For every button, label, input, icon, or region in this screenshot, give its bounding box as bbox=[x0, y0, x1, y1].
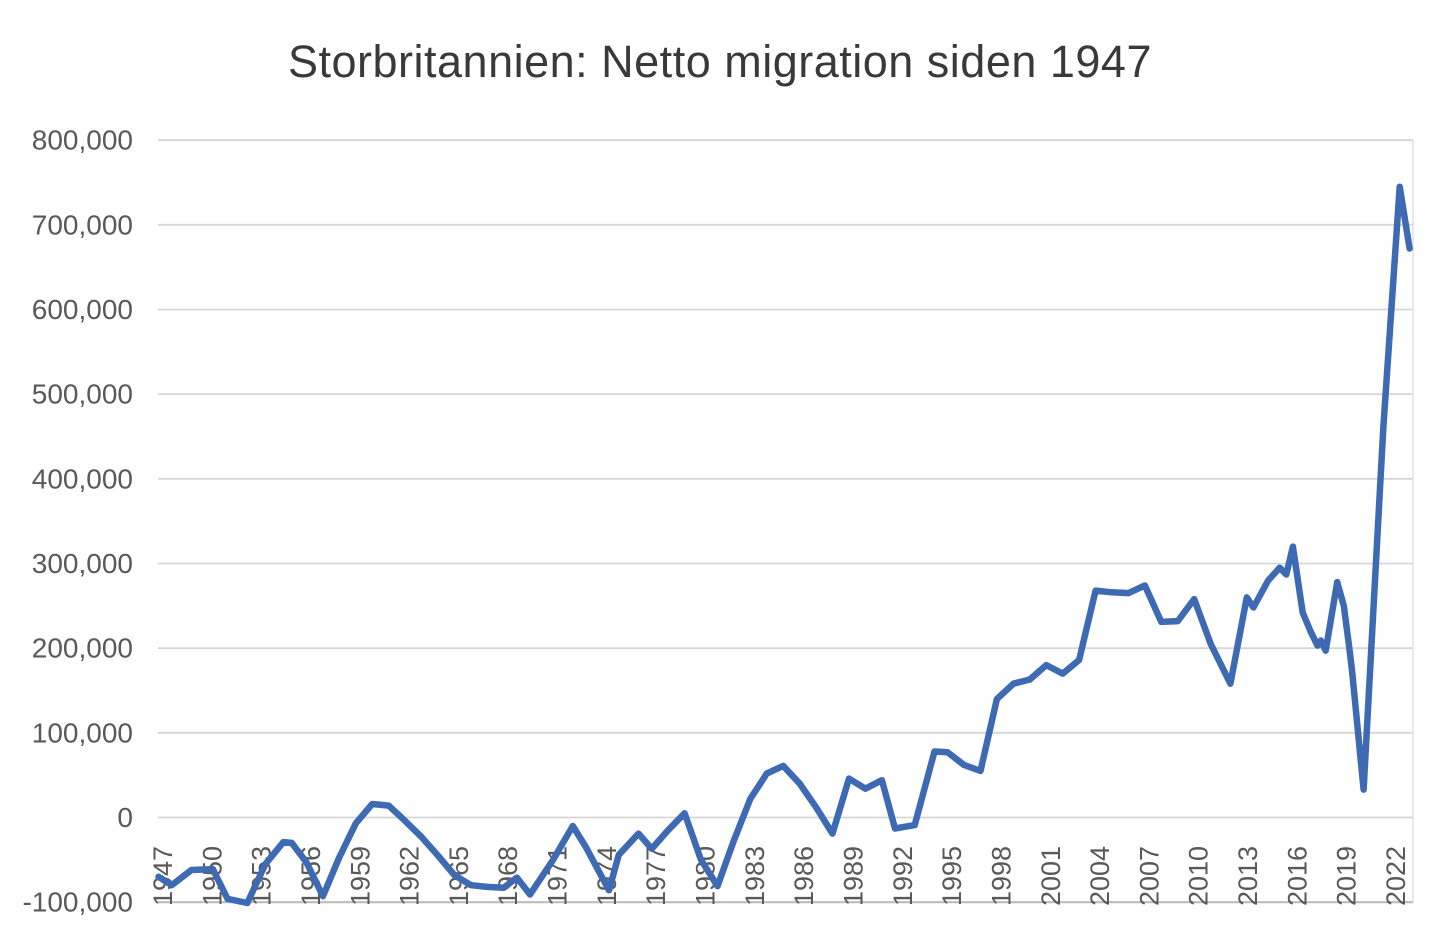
x-axis-tick-label: 1992 bbox=[888, 846, 918, 906]
x-axis-tick-label: 1989 bbox=[838, 846, 868, 906]
x-axis-tick-label: 2022 bbox=[1381, 846, 1411, 906]
x-axis-tick-label: 2010 bbox=[1184, 846, 1214, 906]
x-axis-tick-label: 2007 bbox=[1134, 846, 1164, 906]
x-axis-tick-label: 1959 bbox=[345, 846, 375, 906]
x-axis-tick-label: 2013 bbox=[1233, 846, 1263, 906]
y-axis-tick-label: 0 bbox=[117, 802, 133, 833]
net-migration-series-line bbox=[155, 183, 1413, 907]
y-axis-tick-label: 700,000 bbox=[32, 209, 133, 240]
y-axis-tick-label: 500,000 bbox=[32, 379, 133, 410]
y-axis-tick-label: 600,000 bbox=[32, 294, 133, 325]
y-axis-tick-label: 300,000 bbox=[32, 548, 133, 579]
x-axis-tick-label: 2016 bbox=[1282, 846, 1312, 906]
x-axis-tick-label: 1980 bbox=[691, 846, 721, 906]
y-axis-tick-label: -100,000 bbox=[22, 887, 133, 918]
x-axis-tick-label: 1986 bbox=[789, 846, 819, 906]
x-axis-tick-label: 1983 bbox=[740, 846, 770, 906]
x-axis-tick-label: 1950 bbox=[197, 846, 227, 906]
x-axis-tick-label: 1995 bbox=[937, 846, 967, 906]
y-axis-tick-label: 400,000 bbox=[32, 463, 133, 494]
x-axis-tick-label: 1977 bbox=[641, 846, 671, 906]
x-axis-tick-label: 1998 bbox=[986, 846, 1016, 906]
y-axis-tick-label: 200,000 bbox=[32, 633, 133, 664]
chart-title: Storbritannien: Netto migration siden 19… bbox=[287, 36, 1152, 87]
y-axis-tick-label: 100,000 bbox=[32, 717, 133, 748]
x-axis-tick-label: 2004 bbox=[1085, 846, 1115, 906]
y-axis-tick-label: 800,000 bbox=[32, 125, 133, 156]
x-axis-tick-label: 1962 bbox=[395, 846, 425, 906]
x-axis-tick-label: 2001 bbox=[1036, 846, 1066, 906]
x-axis-tick-label: 2019 bbox=[1332, 846, 1362, 906]
